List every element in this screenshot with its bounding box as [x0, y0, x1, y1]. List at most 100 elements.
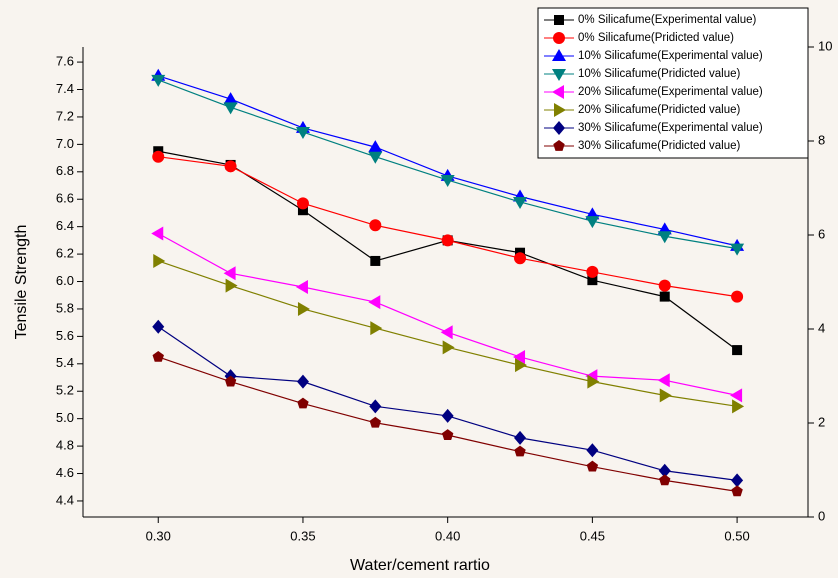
- data-point: [297, 205, 308, 216]
- legend-marker: [553, 140, 565, 151]
- data-point: [297, 301, 310, 316]
- data-point: [151, 226, 164, 241]
- data-point: [369, 219, 382, 232]
- data-point: [586, 443, 599, 458]
- data-point: [731, 473, 744, 488]
- x-tick-label: 0.40: [435, 528, 460, 543]
- legend-label: 0% Silicafume(Pridicted value): [578, 32, 734, 44]
- data-point: [152, 319, 165, 334]
- data-point: [296, 374, 309, 389]
- legend-marker: [553, 32, 565, 44]
- data-point: [153, 253, 166, 268]
- legend-box: [537, 7, 809, 159]
- data-point: [441, 234, 454, 247]
- data-point: [657, 373, 670, 388]
- data-point: [223, 102, 238, 115]
- y-tick-label: 6.6: [56, 191, 74, 206]
- data-point: [587, 275, 598, 286]
- legend-marker: [554, 103, 566, 117]
- data-point: [369, 399, 382, 414]
- legend-label: 10% Silicafume(Pridicted value): [578, 68, 741, 80]
- data-point: [152, 150, 165, 163]
- data-point: [370, 255, 381, 266]
- data-point: [369, 416, 382, 428]
- y2-tick-label: 8: [818, 132, 825, 147]
- data-point: [368, 295, 381, 310]
- data-point: [295, 280, 308, 295]
- y-axis-title: Tensile Strength: [13, 225, 30, 340]
- y-tick-label: 6.0: [56, 273, 74, 288]
- data-point: [513, 349, 526, 364]
- x-axis-title: Water/cement rartio: [350, 557, 490, 574]
- data-point: [368, 140, 383, 153]
- legend-marker: [554, 15, 564, 25]
- data-point: [440, 325, 453, 340]
- data-point: [368, 151, 383, 164]
- legend: 0% Silicafume(Experimental value) 0% Sili…: [537, 7, 809, 159]
- data-point: [515, 358, 528, 373]
- data-point: [152, 350, 164, 362]
- legend-label: 0% Silicafume(Experimental value): [578, 14, 756, 26]
- y-tick-label: 6.8: [56, 163, 74, 178]
- data-point: [223, 92, 238, 105]
- data-point: [441, 408, 454, 423]
- y-tick-label: 4.8: [56, 438, 74, 453]
- data-point: [587, 374, 600, 389]
- data-point: [151, 74, 166, 87]
- data-point: [297, 397, 309, 409]
- legend-marker: [552, 85, 564, 99]
- data-point: [659, 291, 670, 302]
- legend-marker: [552, 49, 566, 61]
- data-point: [225, 278, 238, 293]
- data-point: [514, 445, 526, 457]
- y-tick-label: 7.6: [56, 54, 74, 69]
- data-point: [586, 265, 599, 278]
- legend-label: 30% Silicafume(Pridicted value): [578, 140, 741, 152]
- data-point: [223, 266, 236, 281]
- legend-label: 10% Silicafume(Experimental value): [578, 50, 763, 62]
- data-point: [585, 216, 600, 229]
- y2-tick-label: 10: [818, 38, 832, 53]
- data-point: [732, 399, 745, 414]
- legend-label: 30% Silicafume(Experimental value): [578, 122, 763, 134]
- y-tick-label: 4.6: [56, 465, 74, 480]
- x-tick-label: 0.45: [580, 528, 605, 543]
- y-tick-label: 6.2: [56, 246, 74, 261]
- data-point: [659, 474, 671, 486]
- legend-label: 20% Silicafume(Experimental value): [578, 86, 763, 98]
- data-point: [730, 243, 745, 256]
- y-tick-label: 7.0: [56, 136, 74, 151]
- data-point: [514, 430, 527, 445]
- y-tick-label: 5.0: [56, 410, 74, 425]
- legend-marker: [552, 69, 566, 81]
- y-tick-label: 5.6: [56, 328, 74, 343]
- data-point: [658, 463, 671, 478]
- y2-tick-label: 4: [818, 320, 825, 335]
- data-point: [224, 160, 237, 173]
- y-tick-label: 5.4: [56, 355, 74, 370]
- y-tick-label: 7.4: [56, 81, 74, 96]
- data-point: [513, 196, 528, 209]
- y2-tick-label: 6: [818, 226, 825, 241]
- legend-marker: [553, 121, 565, 135]
- y-tick-label: 5.8: [56, 300, 74, 315]
- data-point: [295, 127, 310, 140]
- data-point: [657, 231, 672, 244]
- data-point: [731, 485, 743, 497]
- data-point: [658, 279, 671, 292]
- y2-tick-label: 0: [818, 508, 825, 523]
- data-point: [441, 429, 454, 440]
- data-point: [732, 345, 743, 356]
- x-tick-label: 0.30: [146, 528, 171, 543]
- x-tick-label: 0.50: [724, 528, 749, 543]
- data-point: [731, 290, 744, 303]
- data-point: [370, 321, 383, 336]
- data-point: [442, 340, 455, 355]
- data-point: [659, 388, 672, 403]
- y2-tick-label: 2: [818, 414, 825, 429]
- data-point: [730, 388, 743, 403]
- y-tick-label: 7.2: [56, 108, 74, 123]
- y-tick-label: 6.4: [56, 218, 74, 233]
